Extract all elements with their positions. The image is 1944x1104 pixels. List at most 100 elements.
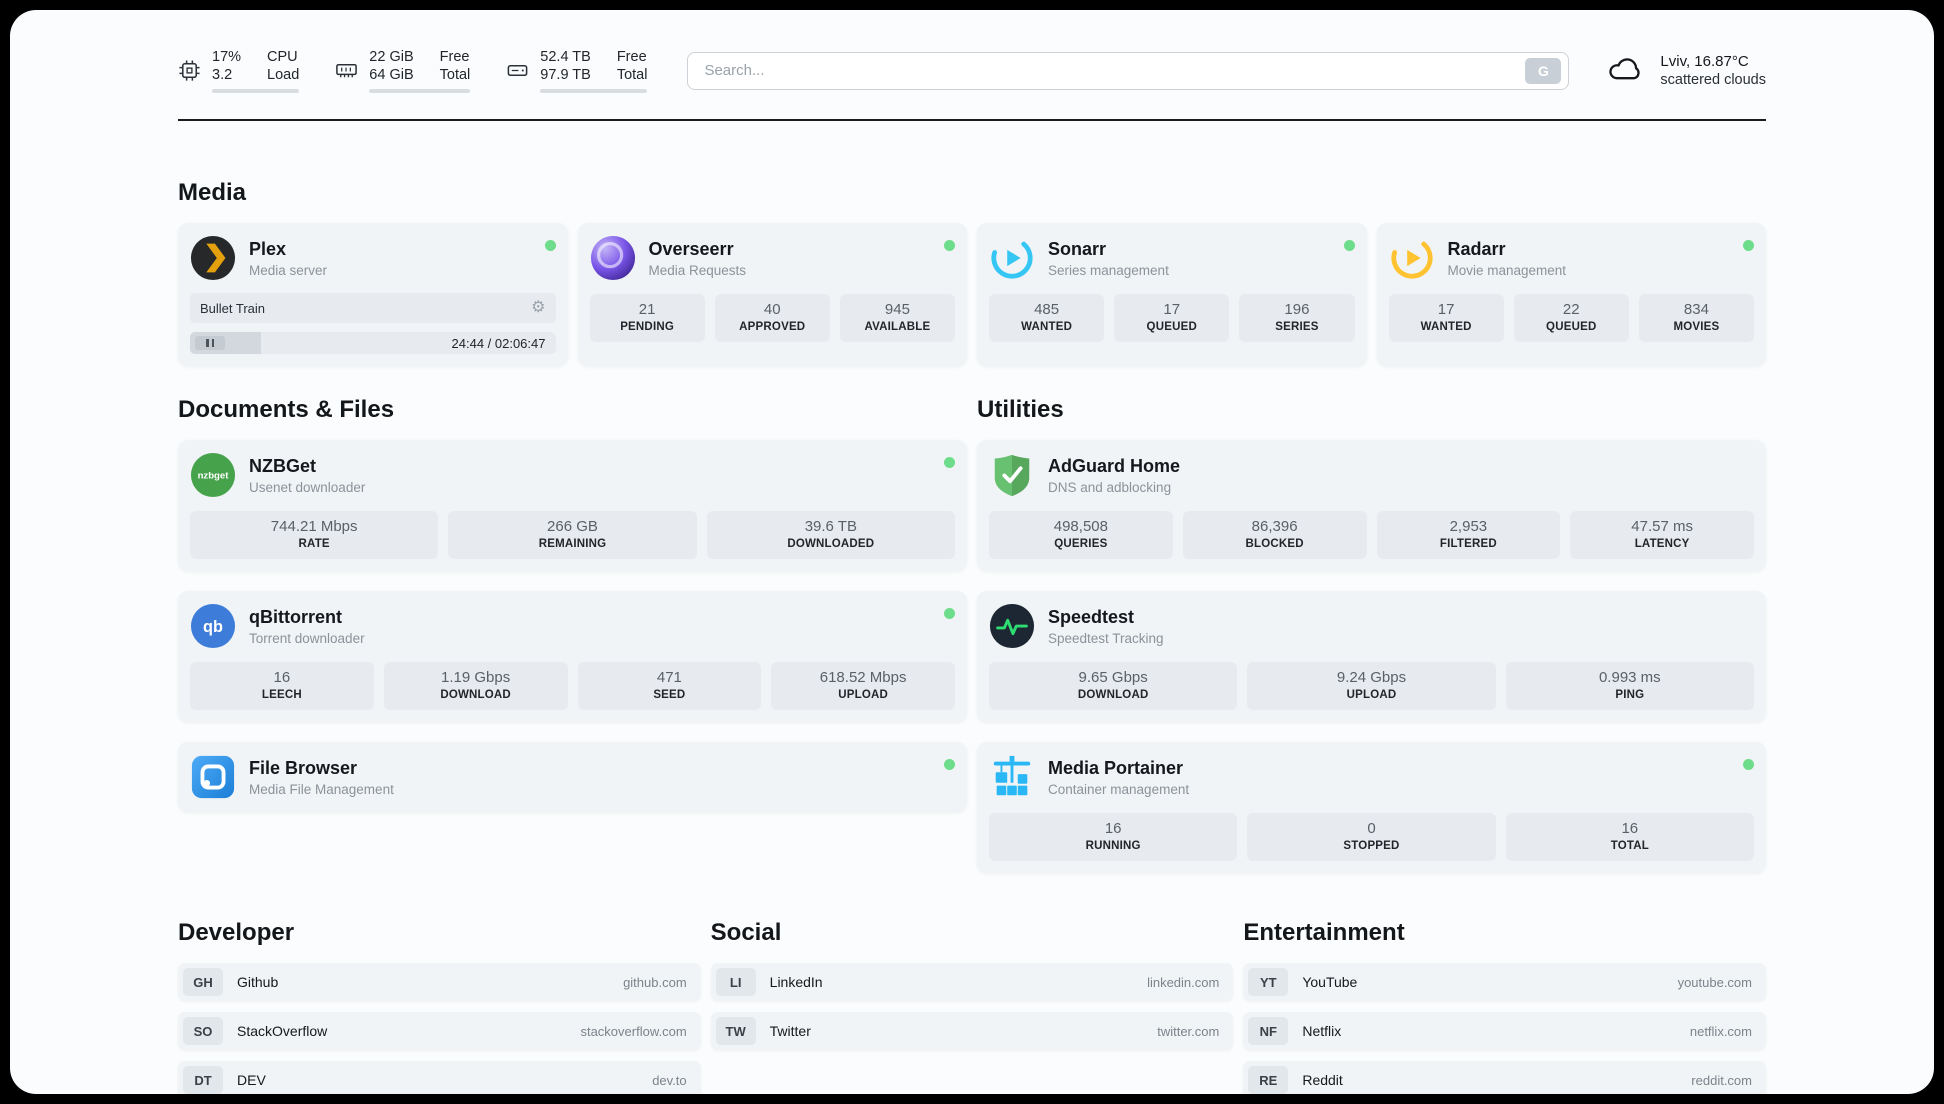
bookmark-name: StackOverflow <box>237 1023 328 1039</box>
stat-tile: 86,396 BLOCKED <box>1182 511 1367 559</box>
bookmark-abbr: NF <box>1248 1017 1289 1045</box>
plex-icon <box>190 235 236 281</box>
ram-widget: 22 GiB Free 64 GiB Total <box>335 48 471 93</box>
app-name: Plex <box>249 238 287 259</box>
stat-tile: 471 SEED <box>577 662 762 710</box>
bookmark-linkedin[interactable]: LI LinkedIn linkedin.com <box>710 963 1234 1001</box>
bookmark-column-entertainment: Entertainment YT YouTube youtube.com NF … <box>1243 919 1766 1094</box>
disk-free-value: 52.4 TB <box>540 49 591 65</box>
qbittorrent-card[interactable]: qb qBittorrent Torrent downloader <box>178 591 967 722</box>
bookmark-name: LinkedIn <box>769 974 823 990</box>
app-name: File Browser <box>249 757 358 778</box>
bookmark-name: YouTube <box>1302 974 1358 990</box>
stat-tile: 17 QUEUED <box>1114 294 1230 342</box>
bookmark-name: Twitter <box>769 1023 811 1039</box>
adguard-icon <box>989 452 1035 498</box>
app-subtitle: Speedtest Tracking <box>1048 630 1164 646</box>
bookmark-domain: reddit.com <box>1691 1072 1752 1088</box>
stat-tile: 21 PENDING <box>589 294 705 342</box>
playback-progress-bar[interactable]: 24:44 / 02:06:47 <box>190 332 556 354</box>
speedtest-card[interactable]: Speedtest Speedtest Tracking 9.65 Gbps D… <box>977 591 1766 722</box>
bookmark-domain: dev.to <box>652 1072 687 1088</box>
disk-free-label: Free <box>616 49 647 65</box>
app-name: Speedtest <box>1048 606 1135 627</box>
bookmark-stackoverflow[interactable]: SO StackOverflow stackoverflow.com <box>178 1012 701 1050</box>
header-divider <box>178 119 1766 121</box>
disk-total-label: Total <box>616 67 648 83</box>
utilities-column: Utilities <box>977 396 1766 873</box>
app-name: Media Portainer <box>1048 757 1184 778</box>
status-dot <box>544 240 556 251</box>
bookmark-abbr: DT <box>183 1066 223 1094</box>
ram-icon <box>335 59 358 82</box>
cpu-load-value: 3.2 <box>212 67 233 83</box>
documents-column: Documents & Files nzbget <box>178 396 967 873</box>
app-name: Sonarr <box>1048 238 1107 259</box>
search-engine-button[interactable]: G <box>1525 57 1562 84</box>
cpu-load-label: Load <box>267 67 300 83</box>
app-subtitle: Media Requests <box>648 262 747 278</box>
now-playing-row: Bullet Train ⚙ <box>190 293 556 323</box>
app-name: NZBGet <box>249 455 316 476</box>
adguard-card[interactable]: AdGuard Home DNS and adblocking 498,508 … <box>977 440 1766 571</box>
section-title-social: Social <box>710 919 782 946</box>
nzbget-card[interactable]: nzbget NZBGet Usenet downloader 74 <box>178 440 967 571</box>
app-name: AdGuard Home <box>1048 455 1181 476</box>
bookmark-youtube[interactable]: YT YouTube youtube.com <box>1243 963 1766 1001</box>
cpu-widget: 17% CPU 3.2 Load <box>178 48 300 93</box>
stat-tile: 16 RUNNING <box>989 813 1238 861</box>
pause-button[interactable] <box>195 336 225 350</box>
overseerr-card[interactable]: Overseerr Media Requests 21 PENDING 40 A… <box>577 223 967 366</box>
bookmark-netflix[interactable]: NF Netflix netflix.com <box>1243 1012 1766 1050</box>
app-name: Overseerr <box>648 238 734 259</box>
bookmark-abbr: GH <box>183 968 223 996</box>
app-subtitle: Torrent downloader <box>249 630 365 646</box>
bookmark-github[interactable]: GH Github github.com <box>178 963 701 1001</box>
stat-tile: 16 TOTAL <box>1505 813 1754 861</box>
cpu-icon <box>178 59 201 82</box>
stat-tile: 0 STOPPED <box>1247 813 1496 861</box>
status-dot <box>944 457 955 468</box>
cloud-icon <box>1605 53 1647 89</box>
bookmark-column-developer: Developer GH Github github.com SO StackO… <box>178 919 701 1094</box>
disk-icon <box>506 59 529 82</box>
status-dot <box>1743 240 1754 251</box>
filebrowser-card[interactable]: File Browser Media File Management <box>178 742 967 812</box>
cpu-progress-bar <box>212 89 300 93</box>
stat-tile: 16 LEECH <box>190 662 374 710</box>
search-box[interactable]: G <box>687 51 1570 90</box>
stat-tile: 196 SERIES <box>1239 294 1355 342</box>
section-title-utilities: Utilities <box>977 396 1064 423</box>
section-title-entertainment: Entertainment <box>1243 919 1405 946</box>
sonarr-card[interactable]: Sonarr Series management 485 WANTED 17 Q… <box>977 223 1367 366</box>
stat-tile: 0.993 ms PING <box>1505 662 1754 710</box>
nzbget-icon: nzbget <box>190 452 236 498</box>
bookmark-twitter[interactable]: TW Twitter twitter.com <box>710 1012 1234 1050</box>
bookmark-name: Netflix <box>1302 1023 1342 1039</box>
stat-tile: 744.21 Mbps RATE <box>190 511 439 559</box>
bookmark-dev[interactable]: DT DEV dev.to <box>178 1061 701 1094</box>
stat-tile: 2,953 FILTERED <box>1376 511 1561 559</box>
bookmark-reddit[interactable]: RE Reddit reddit.com <box>1243 1061 1766 1094</box>
app-subtitle: Media File Management <box>249 781 394 797</box>
bookmark-abbr: YT <box>1248 968 1289 996</box>
section-title-developer: Developer <box>178 919 295 946</box>
search-input[interactable] <box>704 62 1526 79</box>
ram-total-label: Total <box>439 67 471 83</box>
radarr-card[interactable]: Radarr Movie management 17 WANTED 22 QUE… <box>1376 223 1766 366</box>
weather-widget: Lviv, 16.87°C scattered clouds <box>1605 53 1766 89</box>
stat-tile: 39.6 TB DOWNLOADED <box>706 511 955 559</box>
disk-progress-bar <box>540 89 648 93</box>
app-subtitle: Series management <box>1048 262 1169 278</box>
ram-free-value: 22 GiB <box>369 49 414 65</box>
bookmark-name: DEV <box>237 1072 266 1088</box>
cpu-usage-value: 17% <box>212 49 242 65</box>
ram-total-value: 64 GiB <box>369 67 414 83</box>
stat-tile: 834 MOVIES <box>1638 294 1755 342</box>
stat-tile: 22 QUEUED <box>1513 294 1629 342</box>
gear-icon[interactable]: ⚙ <box>531 299 546 316</box>
portainer-card[interactable]: Media Portainer Container management 16 … <box>977 742 1766 873</box>
stat-tile: 1.19 Gbps DOWNLOAD <box>383 662 568 710</box>
plex-card[interactable]: Plex Media server Bullet Train ⚙ 24:44 /… <box>178 223 568 366</box>
filebrowser-icon <box>190 754 236 800</box>
